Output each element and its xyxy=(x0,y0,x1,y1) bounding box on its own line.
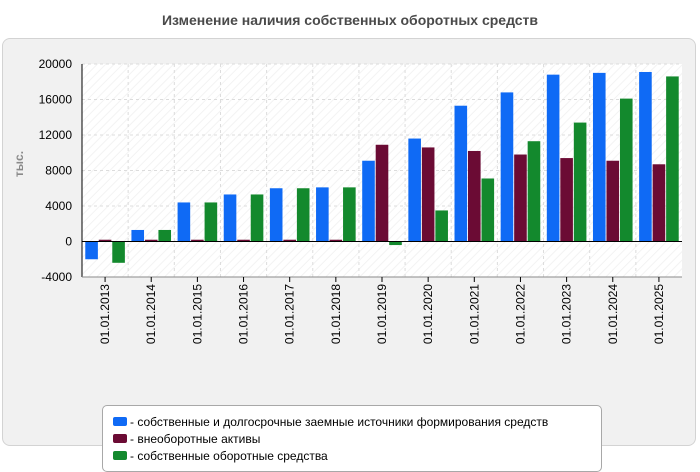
bar-working-capital xyxy=(296,188,310,242)
bar-working-capital xyxy=(666,76,679,242)
y-tick-label: -4000 xyxy=(41,270,72,284)
x-tick-label: 01.01.2023 xyxy=(560,284,574,344)
chart-panel: -4000 0 4000 8000 12000 16000 20000 01.01.2013 0… xyxy=(2,38,696,472)
bar-sources xyxy=(408,138,421,242)
y-tick-label: 4000 xyxy=(45,199,72,213)
bar-noncurrent-assets xyxy=(514,154,527,242)
bar-noncurrent-assets xyxy=(652,164,666,242)
y-tick-label: 8000 xyxy=(45,164,72,178)
bar-working-capital xyxy=(112,241,125,263)
x-tick-label: 01.01.2015 xyxy=(190,284,204,344)
bar-sources xyxy=(454,105,468,242)
legend-swatch-sources xyxy=(113,417,127,426)
bar-noncurrent-assets xyxy=(191,239,204,242)
x-tick-label: 01.01.2022 xyxy=(513,284,527,344)
legend-item-sources: - собственные и долгосрочные заемные ист… xyxy=(113,413,601,430)
y-tick-label: 16000 xyxy=(39,93,73,107)
legend: - собственные и долгосрочные заемные ист… xyxy=(102,405,602,472)
bar-working-capital xyxy=(343,187,356,242)
x-tick-label: 01.01.2024 xyxy=(606,284,620,344)
legend-item-noncurrent-assets: - внеоборотные активы xyxy=(113,430,601,447)
bar-noncurrent-assets xyxy=(560,158,573,242)
bar-noncurrent-assets xyxy=(329,239,343,242)
bar-working-capital xyxy=(481,178,495,242)
bar-noncurrent-assets xyxy=(606,160,620,242)
bar-sources xyxy=(362,160,375,242)
legend-label-sources: - собственные и долгосрочные заемные ист… xyxy=(130,414,549,429)
bar-sources xyxy=(639,71,652,242)
x-tick-label: 01.01.2018 xyxy=(329,284,343,344)
bar-sources xyxy=(223,194,237,242)
bar-noncurrent-assets xyxy=(98,239,112,242)
x-tick-label: 01.01.2021 xyxy=(467,284,481,344)
legend-swatch-working-capital xyxy=(113,451,127,460)
bar-working-capital xyxy=(435,210,448,242)
x-tick-label: 01.01.2014 xyxy=(144,284,158,344)
bar-noncurrent-assets xyxy=(421,147,435,242)
bar-sources xyxy=(177,202,191,242)
bar-working-capital xyxy=(527,141,541,242)
x-tick-label: 01.01.2013 xyxy=(98,284,112,344)
y-tick-label: 12000 xyxy=(39,128,73,142)
bar-sources xyxy=(500,92,514,242)
bar-sources xyxy=(85,241,98,260)
bar-sources xyxy=(269,188,283,242)
legend-label-noncurrent-assets: - внеоборотные активы xyxy=(130,431,261,446)
x-tick-label: 01.01.2017 xyxy=(283,284,297,344)
y-axis-label: тыс. xyxy=(12,151,26,177)
x-tick-label: 01.01.2025 xyxy=(652,284,666,344)
legend-label-working-capital: - собственные оборотные средства xyxy=(130,448,328,463)
x-tick-label: 01.01.2019 xyxy=(375,284,389,344)
bar-chart: -4000 0 4000 8000 12000 16000 20000 01.01.2013 0… xyxy=(12,57,682,344)
x-tick-label: 01.01.2016 xyxy=(237,284,251,344)
bar-working-capital xyxy=(250,194,264,242)
bar-sources xyxy=(131,229,145,242)
bar-sources xyxy=(316,187,329,242)
bar-noncurrent-assets xyxy=(375,144,389,242)
bar-working-capital xyxy=(158,229,172,242)
bar-working-capital xyxy=(573,122,587,242)
bar-working-capital xyxy=(619,98,633,242)
x-tick-label: 01.01.2020 xyxy=(421,284,435,344)
bar-working-capital xyxy=(389,241,402,246)
y-tick-label: 0 xyxy=(65,235,72,249)
bar-noncurrent-assets xyxy=(283,239,296,242)
bar-noncurrent-assets xyxy=(144,239,158,242)
bar-noncurrent-assets xyxy=(468,150,481,242)
bar-working-capital xyxy=(204,202,218,242)
bar-noncurrent-assets xyxy=(237,239,250,242)
chart-title: Изменение наличия собственных оборотных … xyxy=(161,12,539,28)
legend-swatch-noncurrent-assets xyxy=(113,434,127,443)
y-tick-label: 20000 xyxy=(39,57,73,71)
bar-sources xyxy=(592,72,606,242)
bar-sources xyxy=(546,74,560,242)
